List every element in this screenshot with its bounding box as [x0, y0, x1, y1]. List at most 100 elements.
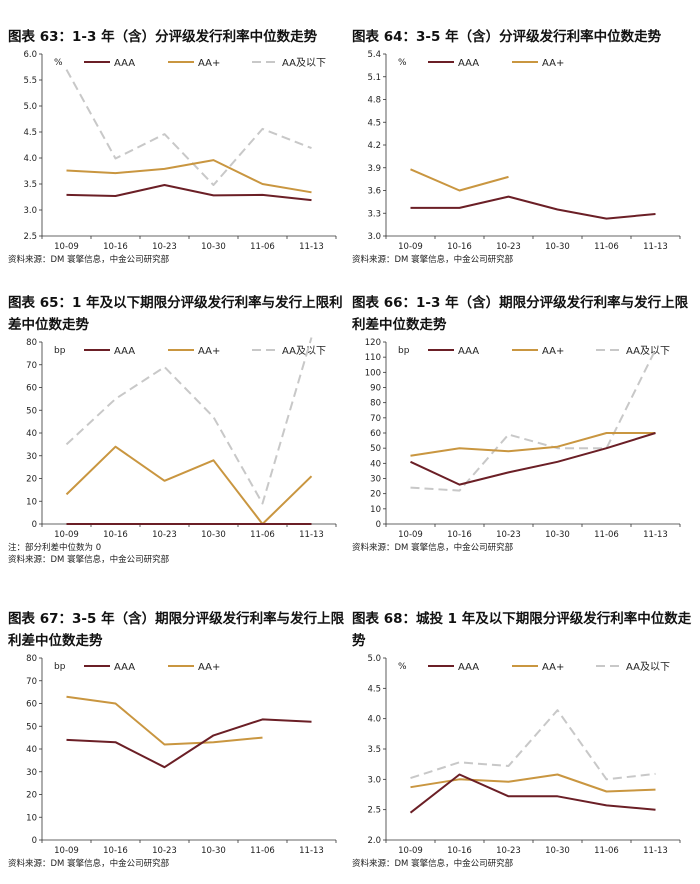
y-tick-label: 110: [365, 353, 381, 363]
x-tick-label: 10-23: [152, 242, 177, 252]
y-tick-label: 2.5: [23, 232, 37, 242]
y-tick-label: 30: [370, 475, 381, 485]
y-tick-label: 60: [370, 429, 381, 439]
legend-label: AA及以下: [626, 661, 670, 673]
y-tick-label: 70: [26, 361, 37, 371]
unit-label: %: [398, 662, 407, 672]
y-tick-label: 50: [26, 722, 37, 732]
legend-label: AA+: [198, 58, 220, 69]
x-tick-label: 10-16: [447, 530, 472, 540]
y-tick-label: 40: [370, 459, 381, 469]
y-tick-label: 3.5: [23, 180, 37, 190]
y-tick-label: 30: [26, 768, 37, 778]
series-line-AA+: [410, 432, 656, 457]
y-tick-label: 100: [365, 368, 381, 378]
y-tick-label: 80: [26, 654, 37, 664]
chart-panel-68: 图表 68：城投 1 年及以下期限分评级发行利率中位数走势 2.0 2.5 3.0 3…: [352, 608, 692, 870]
series-line-AAA: [66, 184, 312, 202]
y-tick-label: 10: [370, 505, 381, 515]
legend-label: AAA: [458, 662, 479, 673]
y-tick-label: 50: [370, 444, 381, 454]
chart-title: 图表 63：1-3 年（含）分评级发行利率中位数走势: [8, 29, 318, 45]
x-tick-label: 11-06: [250, 242, 275, 252]
x-tick-label: 10-09: [54, 242, 79, 252]
x-tick-label: 11-06: [250, 846, 275, 856]
x-tick-label: 10-09: [54, 846, 79, 856]
chart-title: 图表 64：3-5 年（含）分评级发行利率中位数走势: [352, 29, 662, 45]
y-tick-label: 3.3: [367, 209, 381, 219]
line-chart-63: 2.5 3.0 3.5 4.0 4.5 5.0 5.5 6.0 10-09 10-16 10-23 1…: [23, 50, 337, 252]
x-tick-label: 11-13: [299, 846, 324, 856]
line-chart-67: 0 10 20 30 40 50 60 70 80 10-09 10-16 10-23 10-30 11-…: [26, 654, 337, 856]
legend-label: AAA: [114, 58, 135, 69]
x-tick-label: 10-09: [398, 530, 423, 540]
chart-title: 图表 65：1 年及以下期限分评级发行利率与发行上限利差中位数走势: [8, 295, 343, 333]
y-tick-label: 0: [32, 520, 37, 530]
x-tick-label: 10-16: [103, 242, 128, 252]
y-tick-label: 4.2: [367, 141, 381, 151]
footnote: 注：部分利差中位数为 0: [8, 543, 102, 553]
unit-label: %: [54, 58, 63, 68]
y-tick-label: 2.0: [367, 836, 381, 846]
x-tick-label: 11-06: [594, 242, 619, 252]
y-tick-label: 3.9: [367, 164, 381, 174]
y-tick-label: 80: [370, 399, 381, 409]
series-line-AA及以下: [65, 337, 313, 505]
line-chart-65: 0 10 20 30 40 50 60 70 80 10-09 10-16 10-23 10-30 11-…: [26, 337, 337, 540]
y-tick-label: 20: [26, 791, 37, 801]
legend-label: AA+: [198, 662, 220, 673]
x-tick-label: 10-30: [201, 242, 226, 252]
source-note: 资料来源：DM 寰擎信息，中金公司研究部: [352, 543, 514, 553]
y-tick-label: 4.0: [23, 154, 37, 164]
chart-title: 图表 66：1-3 年（含）期限分评级发行利率与发行上限利差中位数走势: [352, 295, 689, 333]
unit-label: %: [398, 58, 407, 68]
series-line-AAA: [409, 773, 656, 814]
x-tick-label: 10-16: [103, 846, 128, 856]
y-tick-label: 6.0: [23, 50, 37, 60]
source-note: 资料来源：DM 寰擎信息，中金公司研究部: [352, 859, 514, 869]
x-tick-label: 10-23: [496, 242, 521, 252]
source-note: 资料来源：DM 寰擎信息，中金公司研究部: [8, 859, 170, 869]
x-tick-label: 10-16: [103, 530, 128, 540]
y-tick-label: 5.0: [367, 654, 381, 664]
x-tick-label: 10-23: [152, 530, 177, 540]
y-tick-label: 4.5: [367, 684, 381, 694]
y-tick-label: 5.1: [367, 73, 381, 83]
legend-label: AA+: [542, 662, 564, 673]
x-tick-label: 10-30: [545, 530, 570, 540]
x-tick-label: 10-30: [545, 846, 570, 856]
x-tick-label: 11-13: [643, 242, 668, 252]
series-line-AAA: [66, 718, 312, 769]
y-tick-label: 4.5: [367, 118, 381, 128]
y-tick-label: 2.5: [367, 806, 381, 816]
x-tick-label: 11-06: [594, 846, 619, 856]
line-chart-66: 0 10 20 30 40 50 60 70 80 90 100 110 120 10-09 10-16 10…: [365, 338, 681, 540]
y-tick-label: 40: [26, 745, 37, 755]
y-tick-label: 5.4: [367, 50, 381, 60]
y-tick-label: 5.0: [23, 102, 37, 112]
y-tick-label: 0: [376, 520, 381, 530]
x-tick-label: 10-09: [54, 530, 79, 540]
y-tick-label: 60: [26, 384, 37, 394]
y-tick-label: 90: [370, 384, 381, 394]
y-tick-label: 3.0: [367, 232, 381, 242]
legend-label: AA及以下: [282, 345, 326, 357]
x-tick-label: 11-06: [250, 530, 275, 540]
legend-label: AA+: [542, 346, 564, 357]
x-tick-label: 10-30: [201, 530, 226, 540]
y-tick-label: 40: [26, 429, 37, 439]
series-line-AA+: [66, 695, 263, 746]
chart-panel-64: 图表 64：3-5 年（含）分评级发行利率中位数走势 3.0 3.3 3.6 3.9 4…: [352, 26, 692, 266]
chart-panel-66: 图表 66：1-3 年（含）期限分评级发行利率与发行上限利差中位数走势 0 10 2…: [352, 292, 692, 554]
x-tick-label: 11-06: [594, 530, 619, 540]
series-line-AA+: [411, 169, 607, 193]
x-tick-label: 10-16: [447, 846, 472, 856]
y-tick-label: 80: [26, 338, 37, 348]
series-line-AA及以下: [65, 69, 312, 186]
x-tick-label: 11-13: [299, 530, 324, 540]
legend-label: AAA: [458, 346, 479, 357]
x-tick-label: 11-13: [643, 530, 668, 540]
y-tick-label: 30: [26, 452, 37, 462]
y-tick-label: 120: [365, 338, 381, 348]
legend-label: AA+: [198, 346, 220, 357]
